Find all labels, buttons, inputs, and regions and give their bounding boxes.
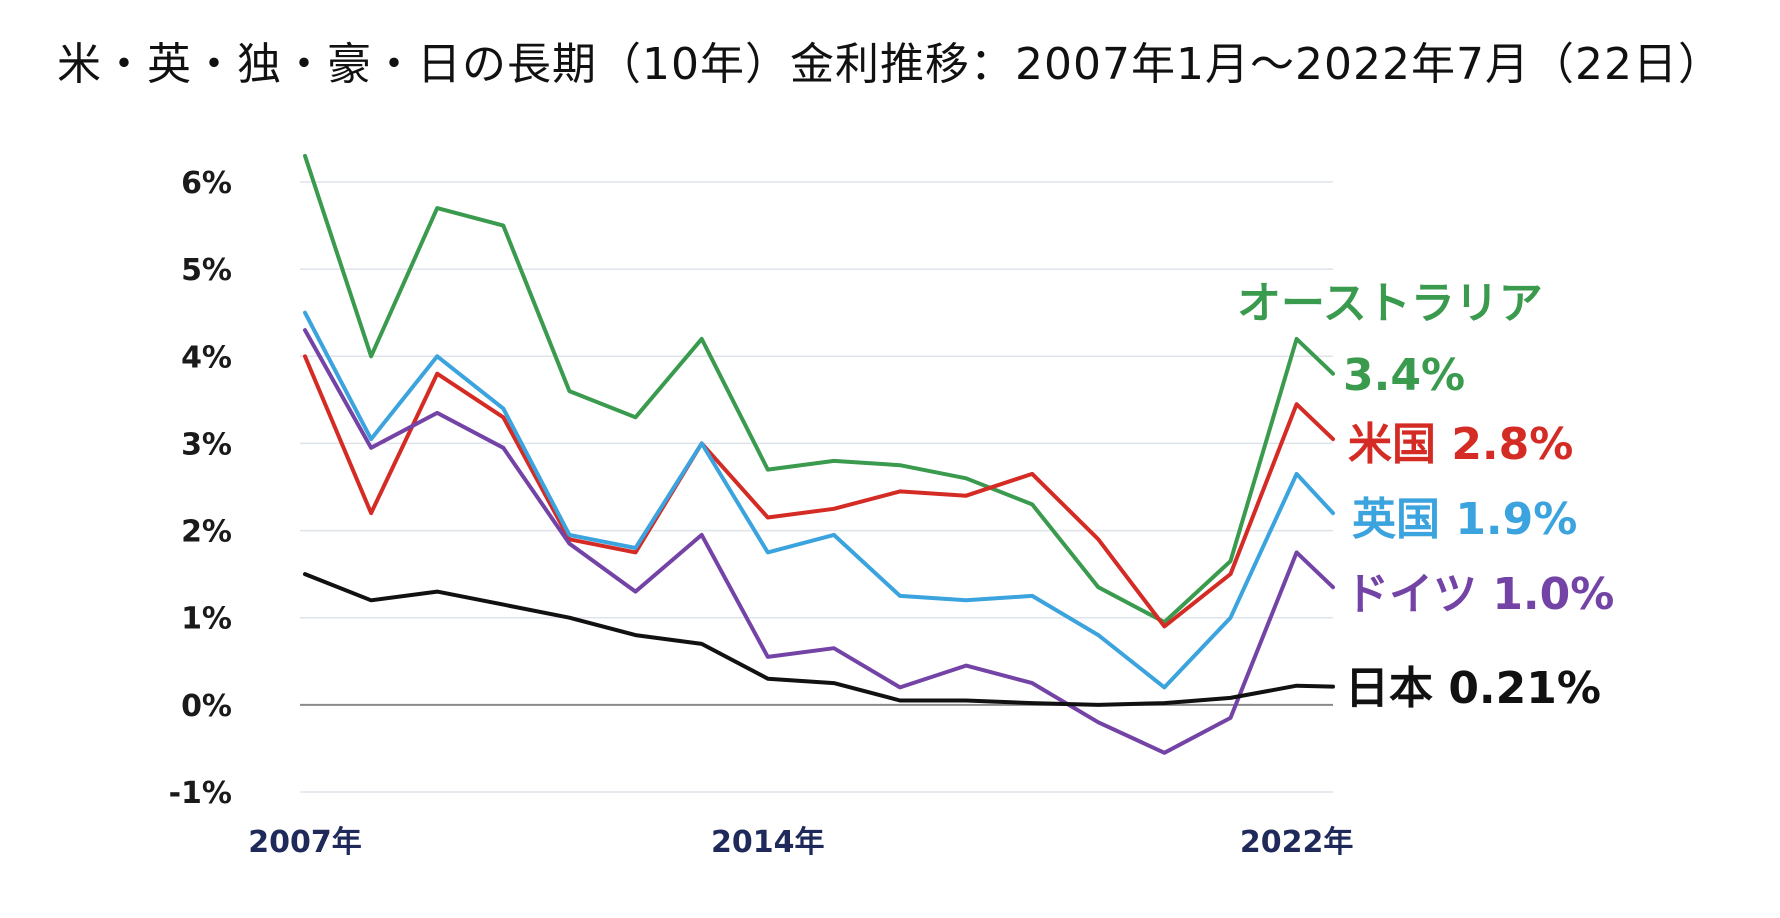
x-axis-ticks: 2007年 2014年 2022年 <box>248 825 1353 860</box>
x-tick-label: 2022年 <box>1240 825 1354 860</box>
y-tick-label: 3% <box>181 427 232 462</box>
y-tick-label: 1% <box>181 602 232 637</box>
x-tick-label: 2014年 <box>711 825 825 860</box>
series-line <box>303 328 1335 755</box>
series-label: 日本 0.21% <box>1345 663 1601 714</box>
x-tick-label: 2007年 <box>248 825 362 860</box>
y-tick-label: -1% <box>169 776 232 811</box>
series-line <box>303 354 1335 629</box>
y-tick-label: 5% <box>181 253 232 288</box>
gridlines <box>300 181 1333 793</box>
series-label-name: オーストラリア <box>1237 278 1543 329</box>
y-tick-label: 2% <box>181 515 232 550</box>
series-line <box>303 572 1335 707</box>
series-label: ドイツ 1.0% <box>1345 569 1614 620</box>
series-line <box>303 310 1335 690</box>
series-label: 米国 2.8% <box>1348 419 1573 470</box>
series-label-value: 3.4% <box>1343 350 1465 401</box>
y-tick-label: 4% <box>181 340 232 375</box>
series-label: 英国 1.9% <box>1352 494 1577 545</box>
chart-title: 米・英・独・豪・日の長期（10年）金利推移：2007年1月～2022年7月（22… <box>57 39 1723 90</box>
series-lines <box>303 153 1335 755</box>
y-tick-label: 6% <box>181 166 232 201</box>
series-labels: オーストラリア 3.4% 米国 2.8% 英国 1.9% ドイツ 1.0% 日本 0.21… <box>1237 278 1614 714</box>
y-tick-label: 0% <box>181 689 232 724</box>
series-line <box>303 153 1335 625</box>
y-axis-ticks: -1% 0% 1% 2% 3% 4% 5% 6% <box>169 166 232 811</box>
